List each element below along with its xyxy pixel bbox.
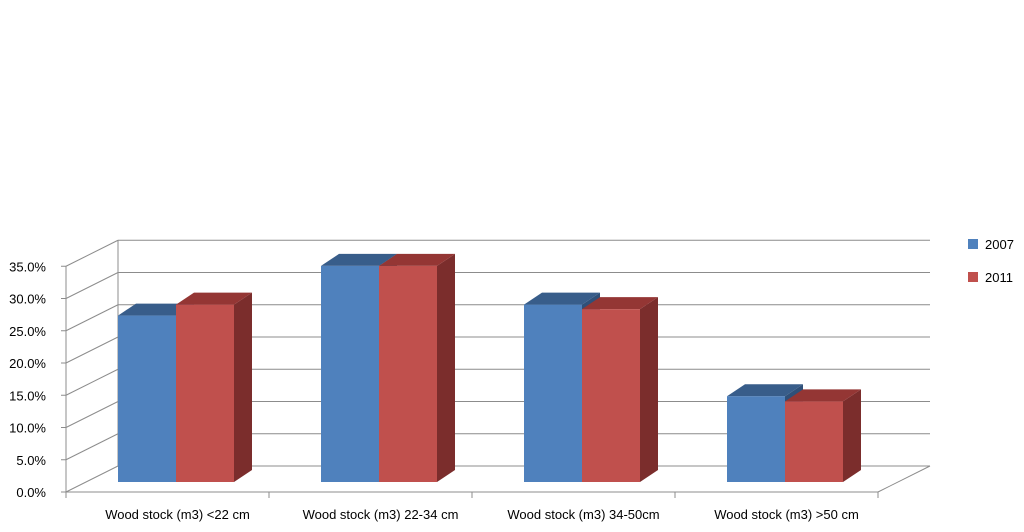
bar-front-face (379, 265, 437, 482)
bar-side-face (640, 297, 658, 482)
legend-swatch-2007 (968, 239, 978, 249)
gridline-side (65, 239, 119, 267)
bar-front-face (321, 265, 379, 482)
y-tick-label: 35.0% (9, 259, 46, 274)
x-category-label: Wood stock (m3) 34-50cm (507, 507, 659, 522)
bar-top-face (524, 292, 600, 305)
y-tick-labels: 0.0% 5.0% 10.0% 15.0% 20.0% 25.0% 30.0% 35.0% (9, 259, 46, 500)
x-category-label: Wood stock (m3) >50 cm (714, 507, 859, 522)
bar-2011-2 (582, 297, 658, 482)
bar-front-face (582, 309, 640, 482)
y-tick-label: 5.0% (16, 453, 46, 468)
gridline-side (65, 433, 119, 461)
floor-right-edge (877, 465, 931, 493)
bar-top-face (379, 253, 455, 266)
bar-2011-3 (785, 389, 861, 482)
bar-top-face (118, 303, 194, 316)
gridline-side (65, 401, 119, 428)
bar-top-face (582, 297, 658, 310)
bar-top-face (321, 253, 397, 266)
gridline-side (65, 336, 119, 364)
y-tick-label: 15.0% (9, 388, 46, 403)
bar-side-face (437, 253, 455, 482)
bar-front-face (785, 401, 843, 482)
gridline-side (65, 304, 119, 332)
bar-top-face (727, 384, 803, 397)
legend-label-2011: 2011 (985, 270, 1013, 285)
y-tick-label: 20.0% (9, 356, 46, 371)
y-tick-label: 10.0% (9, 421, 46, 436)
bar-side-face (234, 292, 252, 482)
bar-front-face (727, 396, 785, 482)
gridline-side (65, 272, 119, 299)
gridline-side (65, 368, 119, 396)
legend-swatch-2011 (968, 272, 978, 282)
bar-2011-1 (379, 253, 455, 482)
legend-label-2007: 2007 (985, 237, 1014, 252)
bar-front-face (176, 304, 234, 482)
bars-layer (118, 253, 861, 482)
bar-front-face (118, 315, 176, 482)
bar-top-face (785, 389, 861, 402)
bar-top-face (176, 292, 252, 305)
bar-2011-0 (176, 292, 252, 482)
x-category-label: Wood stock (m3) 22-34 cm (303, 507, 459, 522)
x-category-label: Wood stock (m3) <22 cm (105, 507, 250, 522)
legend: 2007 2011 (968, 237, 1014, 285)
y-tick-label: 30.0% (9, 292, 46, 307)
y-tick-label: 25.0% (9, 324, 46, 339)
bar-front-face (524, 304, 582, 482)
bar-side-face (843, 389, 861, 482)
gridline-side (65, 465, 119, 493)
x-category-labels: Wood stock (m3) <22 cm Wood stock (m3) 22… (105, 507, 859, 522)
y-tick-label: 0.0% (16, 485, 46, 500)
